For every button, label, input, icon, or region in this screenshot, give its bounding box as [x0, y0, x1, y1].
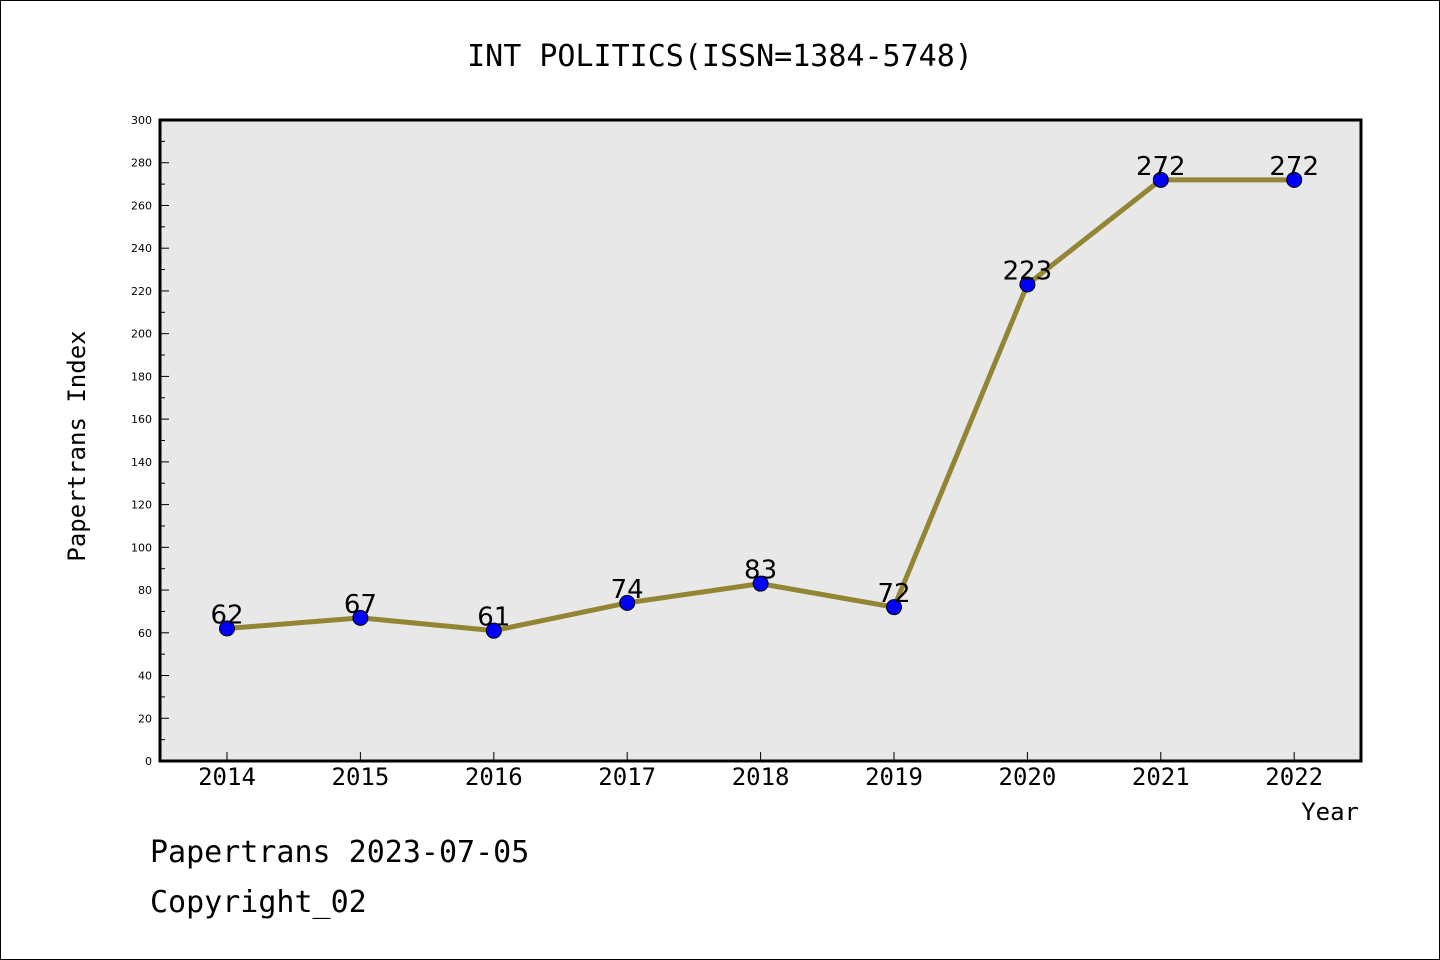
y-axis-label: Papertrans Index	[63, 330, 91, 561]
footer-copyright: Copyright_02	[150, 885, 367, 920]
series-layer: 62 67 61 74 83 72 223 272 272	[210, 152, 1319, 639]
y-tick-label: 240	[131, 242, 152, 255]
y-tick-label: 260	[131, 199, 152, 212]
x-axis-label: Year	[1301, 798, 1359, 826]
data-label: 272	[1269, 152, 1319, 182]
data-label: 72	[877, 579, 910, 609]
data-point	[485, 622, 502, 639]
data-point	[886, 599, 902, 616]
x-tick-label: 2018	[732, 763, 790, 791]
data-point	[1152, 171, 1169, 188]
x-tick-label: 2021	[1132, 763, 1190, 791]
y-tick-label: 100	[131, 541, 152, 554]
y-tick-label: 0	[145, 755, 152, 768]
x-tick-label: 2016	[465, 763, 523, 791]
plot-area	[158, 118, 1363, 763]
y-tick-label: 80	[138, 584, 152, 597]
footer-date: Papertrans 2023-07-05	[150, 835, 530, 870]
x-tick-label: 2019	[865, 763, 923, 791]
y-tick-label: 60	[138, 627, 152, 640]
x-tick-label: 2014	[198, 763, 256, 791]
data-label: 223	[1003, 257, 1053, 287]
data-point	[352, 609, 369, 626]
y-tick-label: 300	[131, 114, 152, 127]
y-tick-label: 200	[131, 328, 152, 341]
y-tick-label: 220	[131, 285, 152, 298]
data-label: 74	[611, 575, 644, 605]
data-label: 62	[210, 601, 243, 631]
y-tick-label: 40	[138, 670, 152, 683]
chart-title: INT POLITICS(ISSN=1384-5748)	[467, 39, 973, 74]
data-point	[752, 575, 769, 592]
data-point	[619, 594, 636, 611]
y-tick-label: 160	[131, 413, 152, 426]
y-tick-label: 140	[131, 456, 152, 469]
data-label: 61	[477, 603, 510, 633]
x-tick-label: 2015	[332, 763, 390, 791]
y-tick-label: 280	[131, 157, 152, 170]
data-point	[219, 620, 235, 637]
x-tick-label: 2017	[598, 763, 656, 791]
x-tick-label: 2020	[999, 763, 1057, 791]
y-tick-label: 20	[138, 712, 152, 725]
x-tick-label: 2022	[1265, 763, 1323, 791]
x-axis: 2014 2015 2016 2017 2018 2019 2020 2021 2022	[198, 752, 1323, 791]
y-axis: 0 20 40 60 80 100 120 140 160 180 200 220 240 260 280 3…	[131, 114, 169, 768]
data-point	[1286, 171, 1303, 188]
data-label: 83	[744, 556, 777, 586]
data-label: 272	[1136, 152, 1186, 182]
data-label: 67	[344, 590, 377, 620]
data-point	[1019, 276, 1036, 293]
y-tick-label: 180	[131, 370, 152, 383]
y-tick-label: 120	[131, 499, 152, 512]
